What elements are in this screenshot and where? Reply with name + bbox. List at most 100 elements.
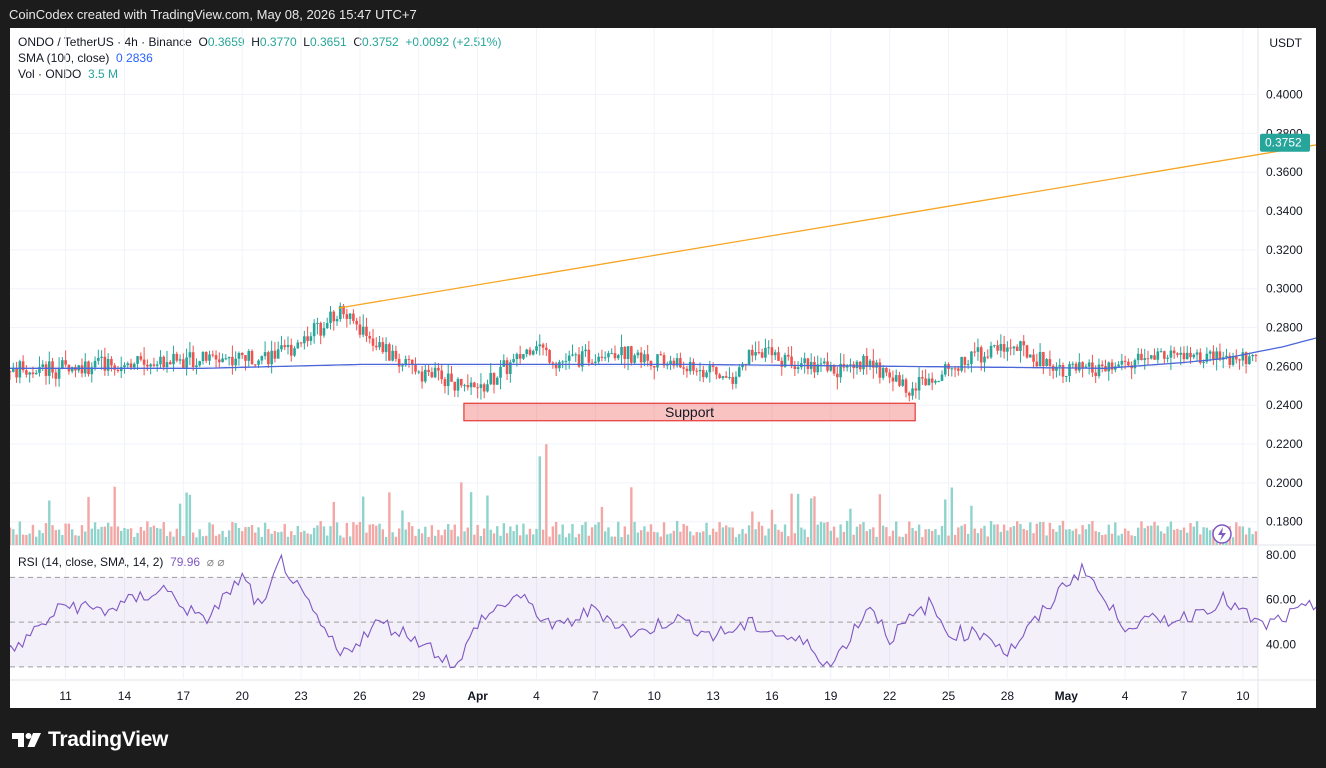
chart-panel[interactable]: ONDO / TetherUS · 4h · Binance O0.3659 H… <box>10 28 1316 708</box>
sma-legend[interactable]: SMA (100, close) 0.2836 <box>18 51 153 65</box>
candle-body <box>1068 364 1071 377</box>
volume-bar <box>532 534 535 545</box>
volume-bar <box>767 528 770 545</box>
candle-body <box>692 361 695 371</box>
tradingview-logo[interactable]: TradingView <box>12 728 168 752</box>
currency-label[interactable]: USDT <box>1269 36 1302 50</box>
volume-bar <box>1058 525 1061 545</box>
candle-body <box>306 336 309 341</box>
candle-body <box>639 352 643 363</box>
volume-bar <box>917 524 921 545</box>
candle-body <box>1064 376 1068 378</box>
volume-bar <box>659 536 662 545</box>
candle-body <box>616 355 620 359</box>
volume-bar <box>159 528 162 545</box>
resistance-trendline <box>338 144 1316 309</box>
candle-body <box>90 367 94 375</box>
candle-body <box>986 356 990 358</box>
candle-body <box>613 353 617 359</box>
candle-body <box>345 314 349 319</box>
last-price-tag <box>1260 133 1310 152</box>
price-tick-label: 0.3400 <box>1266 204 1303 218</box>
candle-body <box>486 384 489 392</box>
volume-bar <box>463 531 466 545</box>
volume-bar <box>826 521 829 545</box>
volume-bar <box>224 537 228 545</box>
rsi-legend[interactable]: RSI (14, close, SMA, 14, 2) 79.96 ⌀ ⌀ <box>18 555 225 569</box>
candle-body <box>489 372 493 385</box>
candle-body <box>979 347 983 363</box>
volume-bar <box>440 535 443 545</box>
volume-bar <box>957 527 960 545</box>
close-label: C <box>353 35 363 49</box>
candle-body <box>590 362 594 364</box>
volume-bar <box>182 536 185 545</box>
candle-body <box>463 385 466 387</box>
volume-bar <box>639 530 643 545</box>
candle-body <box>633 355 636 363</box>
candle-body <box>715 367 718 375</box>
volume-bar <box>77 535 80 545</box>
candle-body <box>1205 353 1209 362</box>
volume-bar <box>97 529 100 545</box>
volume-bar <box>1176 528 1179 545</box>
volume-bar <box>424 526 427 545</box>
volume-bar <box>270 533 273 545</box>
volume-bar <box>21 534 25 545</box>
volume-bar <box>136 532 139 545</box>
candle-body <box>319 322 322 336</box>
candle-body <box>741 363 744 368</box>
candle-body <box>44 364 48 376</box>
volume-bar <box>947 535 950 545</box>
volume-bar <box>930 530 934 545</box>
candle-body <box>630 346 633 363</box>
candle-body <box>460 378 463 386</box>
volume-bar <box>898 536 901 545</box>
candle-body <box>737 367 741 377</box>
volume-bar <box>865 531 868 545</box>
candle-body <box>273 350 277 359</box>
candle-body <box>1091 362 1094 373</box>
volume-bar <box>93 522 97 545</box>
volume-bar <box>617 521 620 545</box>
candle-body <box>1169 350 1173 358</box>
sma-line <box>10 337 1316 369</box>
candle-body <box>787 354 790 357</box>
candle-body <box>721 376 725 379</box>
candle-body <box>446 373 450 387</box>
volume-bar <box>934 529 937 545</box>
volume-bar <box>705 522 708 545</box>
candle-body <box>195 365 198 367</box>
volume-bar <box>878 494 882 545</box>
volume-bar <box>479 536 483 545</box>
volume-bar <box>1087 524 1091 545</box>
volume-bar <box>1231 537 1235 545</box>
volume-bar <box>1238 526 1241 545</box>
candle-body <box>813 361 816 373</box>
candle-body <box>378 342 381 348</box>
price-tick-label: 0.2800 <box>1266 321 1303 335</box>
volume-bar <box>1146 525 1150 545</box>
candle-body <box>339 305 342 320</box>
candle-body <box>505 360 509 375</box>
candle-body <box>1015 346 1019 351</box>
candle-body <box>777 352 780 361</box>
volume-bar <box>535 528 538 545</box>
price-chart-svg[interactable]: 0.40000.38000.36000.34000.32000.30000.28… <box>10 28 1316 708</box>
volume-bar <box>1182 527 1186 545</box>
candle-body <box>185 357 188 368</box>
volume-bar <box>188 494 192 545</box>
time-tick-label: 29 <box>412 689 426 703</box>
candle-body <box>960 356 963 371</box>
candle-body <box>754 352 757 356</box>
volume-bar <box>352 522 355 545</box>
volume-bar <box>809 498 813 545</box>
candle-body <box>146 364 149 367</box>
price-tick-label: 0.2200 <box>1266 437 1303 451</box>
volume-bar <box>106 522 110 545</box>
volume-bar <box>1254 531 1258 545</box>
volume-bar <box>1094 531 1097 545</box>
candle-body <box>1212 351 1215 360</box>
volume-bar <box>597 522 600 545</box>
candle-body <box>885 367 888 373</box>
